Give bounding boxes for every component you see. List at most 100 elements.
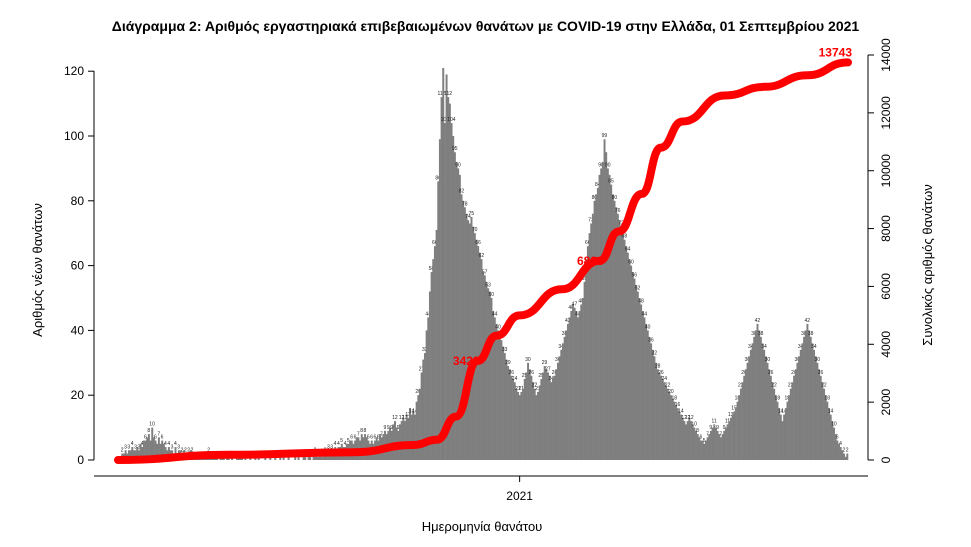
bar-value-label: 34 [811, 344, 817, 350]
bar [146, 437, 149, 460]
cumulative-callout: 3423 [453, 354, 480, 368]
bar [527, 362, 530, 460]
bar [831, 421, 834, 460]
bar-value-label: 42 [804, 318, 810, 324]
bar [420, 372, 423, 460]
bar [462, 200, 465, 461]
bar [716, 430, 719, 460]
bar [553, 375, 556, 460]
bar [568, 317, 571, 460]
bar [794, 369, 797, 460]
bar-value-label: 10 [149, 422, 155, 428]
bar-value-label: 9 [387, 425, 390, 431]
bar [142, 440, 145, 460]
y-tick-label: 40 [71, 323, 85, 337]
bar [483, 275, 486, 460]
bar [764, 356, 767, 460]
bar [360, 434, 363, 460]
bar-value-label: 62 [479, 253, 485, 259]
bar [611, 194, 614, 460]
bar-value-label: 12 [392, 415, 398, 421]
bar-value-label: 95 [452, 146, 458, 152]
bar-value-label: 32 [651, 350, 657, 356]
bar [515, 388, 518, 460]
bar-value-label: 9 [397, 425, 400, 431]
bar [789, 388, 792, 460]
bar-value-label: 44 [575, 311, 581, 317]
bar [630, 265, 633, 460]
bar-value-label: 34 [748, 344, 754, 350]
bar [814, 356, 817, 460]
bar [463, 207, 466, 460]
bar-value-label: 9 [716, 425, 719, 431]
bar [603, 139, 606, 461]
bar-value-label: 33 [502, 347, 508, 353]
bar-value-label: 38 [562, 331, 568, 337]
bar-value-label: 22 [771, 383, 777, 389]
bar-value-label: 4 [167, 441, 170, 447]
bar [759, 336, 762, 460]
bar-value-label: 27 [419, 367, 425, 373]
bar [279, 456, 282, 460]
bar [701, 440, 704, 460]
bar [709, 430, 712, 460]
bar-value-label: 24 [548, 376, 554, 382]
bar [573, 307, 576, 460]
bar [738, 395, 741, 460]
bar [623, 239, 626, 460]
bar [147, 434, 150, 460]
bar-value-label: 50 [489, 292, 495, 298]
bar-value-label: 34 [798, 344, 804, 350]
bar [418, 388, 421, 460]
bar [520, 391, 523, 460]
bar [650, 343, 653, 460]
bar-value-label: 99 [602, 133, 608, 139]
bar [695, 430, 697, 460]
bar [472, 226, 475, 460]
bar [264, 456, 267, 460]
bar [319, 453, 322, 460]
bar [655, 362, 658, 460]
bar-value-label: 6 [699, 435, 702, 441]
bar [685, 424, 687, 460]
bar-value-label: 26 [818, 370, 824, 376]
bar-value-label: 21 [515, 386, 521, 392]
bar-value-label: 12 [681, 415, 687, 421]
bar-value-label: 9 [723, 425, 726, 431]
bar [157, 437, 160, 460]
bar-value-label: 14 [412, 409, 418, 415]
bar [706, 437, 709, 460]
bar [743, 375, 746, 460]
bar-value-label: 13 [728, 412, 734, 418]
bar [821, 382, 824, 460]
bar-value-label: 4 [337, 441, 340, 447]
bar-value-label: 6 [374, 435, 377, 441]
bar [754, 330, 757, 460]
bar [666, 388, 669, 460]
y2-tick-label: 12000 [879, 96, 893, 130]
bar [581, 298, 584, 460]
bar [162, 443, 165, 460]
bar [813, 349, 816, 460]
y2-tick-label: 10000 [879, 154, 893, 188]
bar-value-label: 26 [768, 370, 774, 376]
bar [620, 226, 623, 460]
bar [771, 382, 774, 460]
bar [505, 359, 508, 460]
bar-value-label: 4 [141, 441, 144, 447]
bar [591, 213, 594, 460]
bar-value-label: 18 [775, 396, 781, 402]
bar [435, 229, 438, 460]
bar-value-label: 20 [415, 389, 421, 395]
bar [744, 369, 747, 460]
bar [438, 139, 441, 461]
bar [159, 443, 162, 460]
bar [513, 382, 516, 460]
bar-value-label: 10 [691, 422, 697, 428]
bar-value-label: 68 [622, 234, 628, 240]
bar [490, 298, 493, 460]
bar-value-label: 46 [568, 305, 574, 311]
bar [443, 123, 446, 460]
bar [530, 375, 533, 460]
bar [668, 391, 671, 460]
